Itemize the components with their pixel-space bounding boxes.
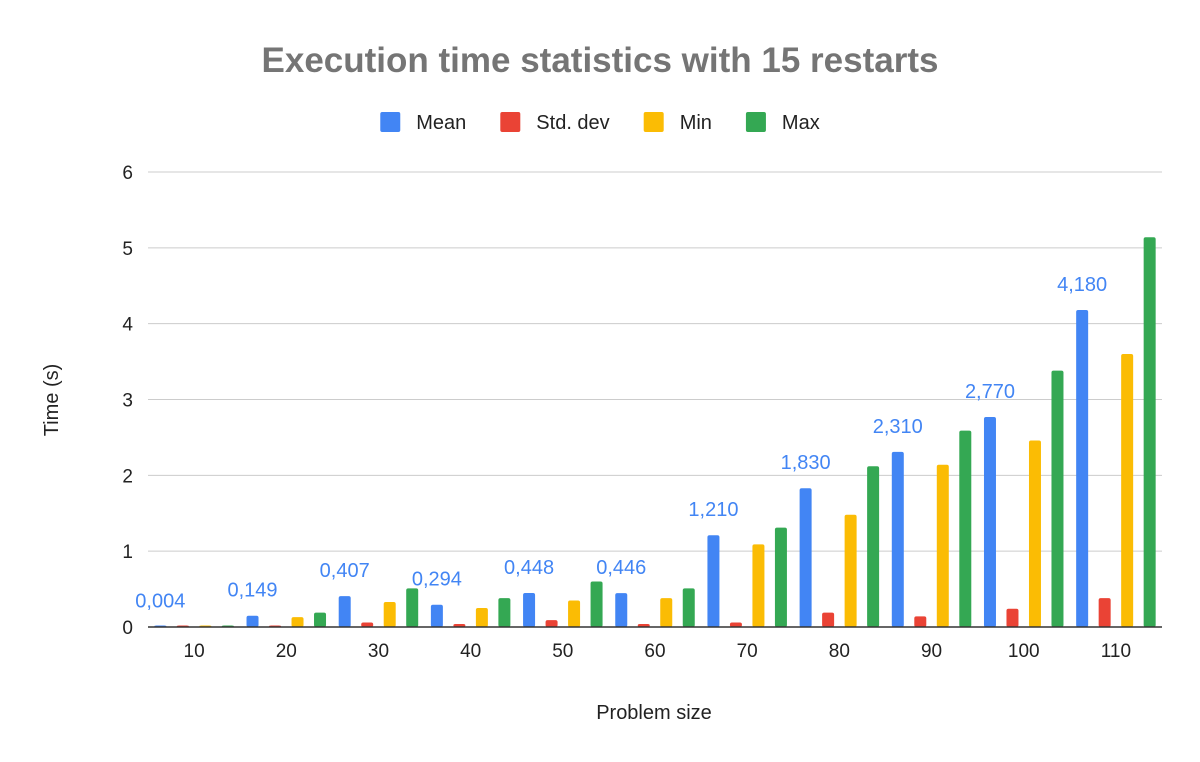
bar-std-dev <box>361 622 374 627</box>
bar-std-dev <box>637 623 650 627</box>
bar-std-dev <box>453 623 466 627</box>
bar-min <box>475 608 488 627</box>
bars <box>154 237 1156 627</box>
data-label-mean: 1,210 <box>688 499 738 521</box>
bar-min <box>383 601 396 627</box>
legend-label: Std. dev <box>536 112 609 134</box>
bar-max <box>867 466 880 627</box>
bar-max <box>314 612 327 627</box>
bar-max <box>959 430 972 627</box>
y-tick-label: 4 <box>122 315 133 336</box>
bar-min <box>752 544 765 627</box>
bar-max <box>774 527 787 627</box>
data-label-mean: 0,446 <box>596 557 646 579</box>
bar-mean <box>891 451 904 627</box>
bar-mean <box>707 535 720 627</box>
bar-mean <box>983 416 996 627</box>
y-axis-ticks: 0 1 2 3 4 5 6 <box>122 163 133 639</box>
x-axis-label: Problem size <box>596 702 712 724</box>
x-tick-label: 20 <box>276 641 297 662</box>
legend-swatch <box>380 112 401 132</box>
bar-mean <box>1076 310 1089 627</box>
bar-max <box>590 581 603 627</box>
legend-label: Mean <box>416 112 466 134</box>
bar-min <box>844 514 857 627</box>
bar-std-dev <box>1098 598 1111 627</box>
bar-std-dev <box>914 616 927 627</box>
legend-swatch <box>500 112 521 132</box>
bar-mean <box>615 593 628 627</box>
y-tick-label: 6 <box>122 163 133 184</box>
bar-max <box>406 588 419 627</box>
y-axis-label: Time (s) <box>41 364 63 437</box>
data-label-mean: 0,407 <box>320 560 370 582</box>
bar-max <box>1143 237 1156 627</box>
data-label-mean: 0,004 <box>135 591 185 613</box>
chart-title: Execution time statistics with 15 restar… <box>262 41 939 80</box>
x-tick-label: 30 <box>368 641 389 662</box>
gridlines <box>148 171 1162 552</box>
bar-mean <box>430 604 443 627</box>
x-tick-label: 50 <box>552 641 573 662</box>
bar-min <box>568 600 581 627</box>
legend-label: Min <box>680 112 712 134</box>
bar-max <box>682 588 695 627</box>
data-label-mean: 1,830 <box>781 452 831 474</box>
x-axis-ticks: 10 20 30 40 50 60 70 80 90 100 110 <box>184 641 1132 662</box>
data-label-mean: 4,180 <box>1057 274 1107 296</box>
bar-max <box>498 598 511 627</box>
bar-min <box>291 617 304 627</box>
bar-std-dev <box>729 622 742 627</box>
y-tick-label: 1 <box>122 542 133 563</box>
bar-max <box>1051 370 1064 627</box>
x-tick-label: 40 <box>460 641 481 662</box>
data-labels: 0,004 0,149 0,407 0,294 0,448 0,446 1,210 1,830… <box>135 274 1107 613</box>
bar-mean <box>338 596 351 627</box>
data-label-mean: 2,310 <box>873 416 923 438</box>
y-tick-label: 3 <box>122 391 133 412</box>
bar-std-dev <box>545 620 558 627</box>
legend-swatch <box>745 112 766 132</box>
x-tick-label: 60 <box>644 641 665 662</box>
legend: Mean Std. dev Min Max <box>380 112 820 134</box>
bar-mean <box>523 593 536 627</box>
bar-min <box>660 598 673 627</box>
y-tick-label: 2 <box>122 466 133 487</box>
x-tick-label: 100 <box>1008 641 1040 662</box>
x-tick-label: 70 <box>737 641 758 662</box>
x-tick-label: 110 <box>1101 641 1131 662</box>
data-label-mean: 2,770 <box>965 381 1015 403</box>
bar-min <box>1121 354 1134 627</box>
bar-mean <box>799 488 812 627</box>
data-label-mean: 0,294 <box>412 569 462 591</box>
y-tick-label: 0 <box>122 618 133 639</box>
legend-swatch <box>643 112 664 132</box>
data-label-mean: 0,149 <box>227 580 277 602</box>
legend-label: Max <box>782 112 820 134</box>
bar-std-dev <box>1006 608 1019 627</box>
bar-mean <box>246 615 259 627</box>
bar-min <box>936 464 949 627</box>
x-tick-label: 10 <box>184 641 205 662</box>
y-tick-label: 5 <box>122 239 133 260</box>
x-tick-label: 80 <box>829 641 850 662</box>
bar-std-dev <box>822 612 835 627</box>
x-tick-label: 90 <box>921 641 942 662</box>
bar-min <box>1028 440 1041 627</box>
data-label-mean: 0,448 <box>504 557 554 579</box>
